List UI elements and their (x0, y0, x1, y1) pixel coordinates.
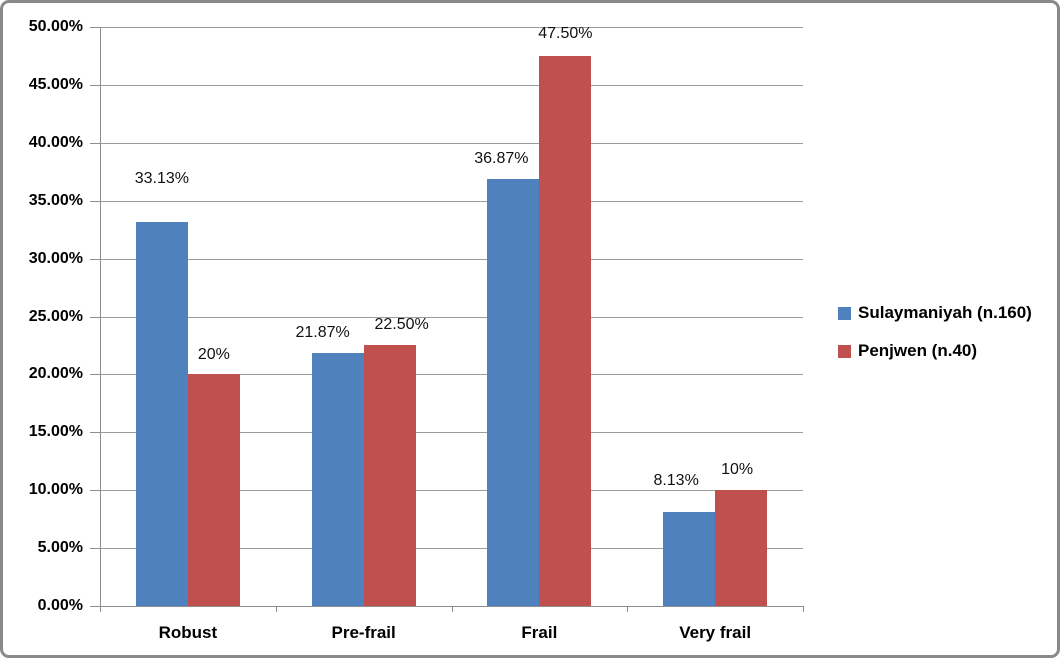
y-axis-tick-label: 30.00% (28, 249, 83, 267)
gridline (100, 316, 803, 318)
bar-penjwen-n-40-very-frail (715, 490, 768, 606)
legend-swatch (838, 306, 851, 320)
x-axis-tick (627, 606, 629, 612)
y-axis-tick (90, 374, 100, 376)
gridline (100, 258, 803, 260)
legend-swatch (838, 344, 851, 358)
x-axis-tick (803, 606, 804, 612)
y-axis-tick-label: 35.00% (28, 191, 83, 209)
bar-sulaymaniyah-n-160-pre-frail (311, 352, 364, 606)
bar-penjwen-n-40-robust (187, 374, 240, 606)
x-axis-category-label: Very frail (679, 623, 752, 642)
data-label: 10% (721, 461, 754, 479)
y-axis-tick (90, 432, 100, 434)
y-axis-tick (90, 548, 100, 550)
gridline (100, 432, 803, 434)
y-axis-tick (90, 200, 100, 202)
y-axis-tick-label: 50.00% (28, 18, 83, 35)
gridline (100, 490, 803, 492)
y-axis-tick (90, 258, 100, 260)
bar-sulaymaniyah-n-160-frail (487, 179, 540, 606)
y-axis-line (100, 27, 101, 606)
y-axis-tick-label: 45.00% (28, 75, 83, 93)
legend-item: Penjwen (n.40) (838, 341, 1032, 361)
x-axis-category-label: Pre-frail (331, 623, 396, 642)
gridline (100, 84, 803, 86)
data-label: 47.50% (538, 24, 593, 42)
data-label: 33.13% (134, 170, 190, 188)
y-axis-tick-label: 10.00% (28, 481, 83, 499)
bar-penjwen-n-40-frail (539, 55, 592, 606)
data-label: 22.50% (374, 316, 429, 334)
gridline (100, 200, 803, 202)
bar-sulaymaniyah-n-160-very-frail (663, 511, 716, 606)
x-axis-category-label: Frail (521, 623, 558, 642)
y-axis-tick (90, 142, 100, 144)
y-axis-tick (90, 490, 100, 492)
data-label: 8.13% (653, 471, 699, 489)
y-axis-tick-label: 40.00% (28, 133, 83, 151)
y-axis-tick (90, 316, 100, 318)
y-axis-tick-label: 20.00% (28, 365, 83, 383)
x-axis-tick (100, 606, 101, 612)
legend-label: Penjwen (n.40) (858, 341, 978, 360)
bar-penjwen-n-40-pre-frail (363, 345, 416, 606)
x-axis-tick (451, 606, 453, 612)
x-axis-tick (275, 606, 277, 612)
gridline (100, 548, 803, 550)
legend-label: Sulaymaniyah (n.160) (858, 303, 1032, 322)
data-label: 21.87% (295, 323, 350, 341)
data-label: 36.87% (474, 150, 529, 168)
data-label: 20% (197, 346, 230, 364)
y-axis-tick-label: 15.00% (28, 423, 83, 441)
y-axis-tick-label: 0.00% (37, 597, 83, 614)
y-axis-tick (90, 84, 100, 86)
y-axis-tick (90, 27, 100, 28)
legend-item: Sulaymaniyah (n.160) (838, 303, 1032, 323)
bar-sulaymaniyah-n-160-robust (135, 222, 188, 606)
gridline (100, 374, 803, 376)
gridline (100, 142, 803, 144)
y-axis-tick (90, 606, 100, 607)
gridline (100, 27, 803, 28)
legend: Sulaymaniyah (n.160) Penjwen (n.40) (838, 303, 1032, 379)
x-axis-category-label: Robust (158, 623, 218, 642)
y-axis-tick-label: 25.00% (28, 307, 83, 325)
y-axis-tick-label: 5.00% (37, 539, 83, 557)
